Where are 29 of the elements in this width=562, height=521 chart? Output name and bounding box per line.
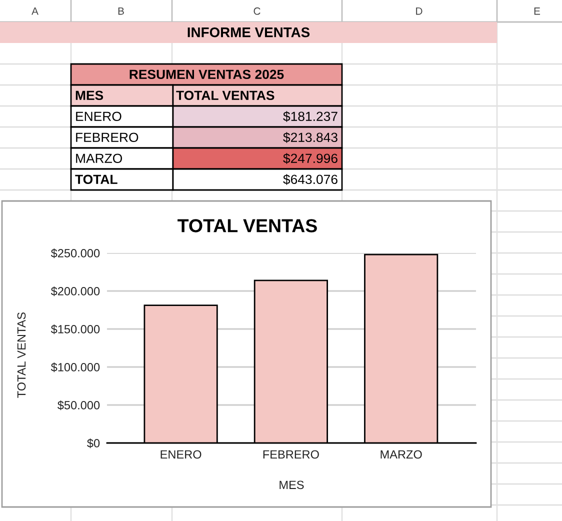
text: D — [416, 8, 422, 15]
text: $213.843 — [283, 132, 338, 143]
y-axis-title: TOTAL VENTAS — [17, 312, 26, 398]
x-tick-label: ENERO — [160, 450, 202, 459]
text: $181.237 — [283, 111, 338, 122]
text: B — [118, 8, 124, 15]
text: INFORME VENTAS — [188, 27, 310, 38]
x-tick-label: FEBRERO — [263, 450, 319, 459]
text: E — [534, 8, 540, 15]
x-axis-title: MES — [280, 480, 304, 490]
text: MES — [76, 90, 104, 100]
text: TOTAL VENTAS — [176, 90, 274, 100]
y-tick-label: $200.000 — [50, 286, 100, 296]
category-label: ENERO — [76, 112, 122, 122]
y-tick-label: $50.000 — [58, 400, 100, 410]
chart-title: TOTAL VENTAS — [178, 219, 317, 232]
text: RESUMEN VENTAS 2025 — [130, 70, 284, 80]
x-tick-label: MARZO — [380, 450, 422, 459]
y-tick-label: $250.000 — [50, 248, 100, 258]
text: C — [254, 7, 260, 15]
text: TOTAL — [75, 174, 118, 184]
y-tick-label: $100.000 — [50, 362, 100, 372]
y-tick-label: $0 — [87, 438, 100, 448]
text: A — [32, 8, 38, 15]
y-tick-label: $150.000 — [50, 324, 100, 334]
text: $643.076 — [283, 174, 338, 185]
text: $247.996 — [283, 153, 338, 164]
category-label: FEBRERO — [76, 132, 138, 142]
category-label: MARZO — [76, 154, 122, 164]
